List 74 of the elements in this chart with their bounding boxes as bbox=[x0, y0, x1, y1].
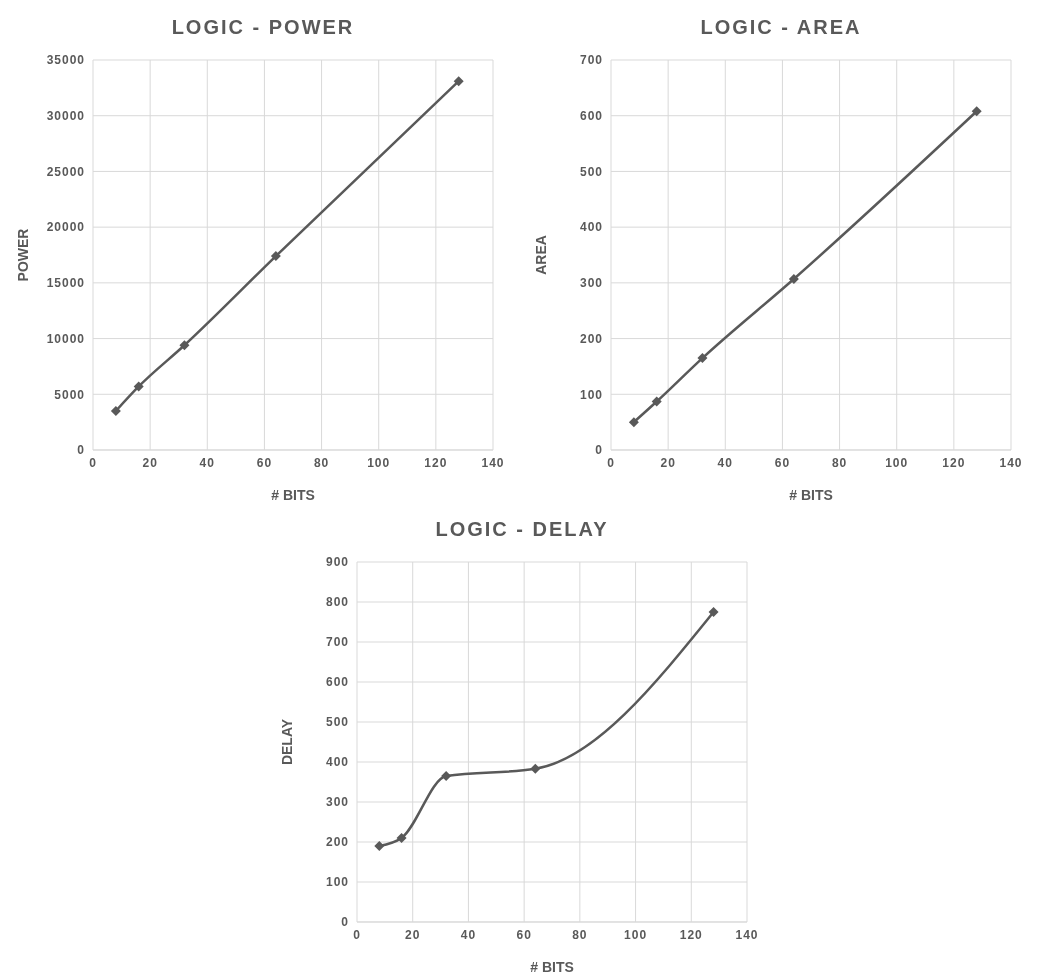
point bbox=[374, 841, 385, 851]
point bbox=[971, 106, 982, 117]
y-tick-label: 600 bbox=[579, 108, 603, 123]
y-tick-label: 35000 bbox=[46, 53, 85, 68]
x-tick-label: 60 bbox=[516, 927, 532, 942]
y-tick-label: 800 bbox=[325, 595, 349, 610]
x-axis-title: # BITS bbox=[271, 487, 315, 503]
point bbox=[179, 340, 190, 351]
x-tick-label: 40 bbox=[199, 455, 215, 470]
y-tick-label: 0 bbox=[595, 443, 603, 458]
point bbox=[110, 406, 121, 416]
y-tick-label: 0 bbox=[77, 443, 85, 458]
x-tick-label: 0 bbox=[353, 927, 361, 942]
point bbox=[788, 273, 799, 284]
x-tick-label: 120 bbox=[942, 455, 966, 470]
point bbox=[530, 763, 541, 774]
y-axis-title: POWER bbox=[14, 228, 31, 282]
y-axis-title: DELAY bbox=[278, 718, 295, 766]
point bbox=[697, 353, 708, 364]
x-tick-label: 80 bbox=[313, 455, 330, 470]
y-tick-label: 400 bbox=[325, 755, 349, 770]
y-tick-label: 15000 bbox=[46, 276, 85, 291]
x-tick-label: 20 bbox=[660, 455, 676, 470]
y-tick-label: 300 bbox=[325, 795, 349, 810]
y-tick-label: 200 bbox=[579, 331, 603, 346]
y-tick-label: 300 bbox=[579, 276, 603, 291]
y-tick-label: 700 bbox=[579, 53, 603, 68]
x-tick-label: 80 bbox=[831, 455, 848, 470]
y-tick-label: 0 bbox=[341, 915, 349, 930]
x-tick-label: 60 bbox=[774, 455, 791, 470]
x-tick-label: 0 bbox=[89, 455, 97, 470]
y-tick-label: 25000 bbox=[46, 164, 85, 179]
point bbox=[441, 771, 452, 781]
x-tick-label: 80 bbox=[572, 927, 588, 942]
y-tick-label: 600 bbox=[325, 675, 349, 690]
point bbox=[453, 76, 464, 87]
y-axis-title: AREA bbox=[532, 235, 549, 275]
point bbox=[651, 396, 662, 407]
point bbox=[396, 833, 407, 843]
y-tick-label: 400 bbox=[579, 220, 603, 235]
y-tick-label: 700 bbox=[325, 635, 349, 650]
point bbox=[133, 381, 144, 392]
x-tick-label: 40 bbox=[460, 927, 477, 942]
y-tick-label: 500 bbox=[325, 715, 349, 730]
x-tick-label: 140 bbox=[481, 455, 505, 470]
y-tick-label: 900 bbox=[325, 555, 349, 570]
x-tick-label: 100 bbox=[367, 455, 391, 470]
x-tick-label: 60 bbox=[256, 455, 273, 470]
x-tick-label: 100 bbox=[885, 455, 909, 470]
y-tick-label: 200 bbox=[325, 835, 349, 850]
chart-title: LOGIC - POWER bbox=[170, 15, 356, 40]
x-tick-label: 140 bbox=[735, 927, 759, 942]
y-tick-label: 30000 bbox=[46, 108, 85, 123]
x-tick-label: 140 bbox=[999, 455, 1023, 470]
y-tick-label: 10000 bbox=[46, 331, 85, 346]
x-tick-label: 0 bbox=[607, 455, 615, 470]
x-tick-label: 120 bbox=[679, 927, 703, 942]
y-tick-label: 20000 bbox=[46, 220, 85, 235]
x-axis-title: # BITS bbox=[789, 487, 833, 503]
point bbox=[628, 417, 639, 428]
y-tick-label: 100 bbox=[325, 875, 349, 890]
chart-title: LOGIC - DELAY bbox=[434, 517, 610, 542]
point bbox=[708, 607, 719, 617]
y-tick-label: 5000 bbox=[54, 387, 85, 402]
x-tick-label: 20 bbox=[405, 927, 421, 942]
y-tick-label: 500 bbox=[579, 164, 603, 179]
chart-title: LOGIC - AREA bbox=[699, 15, 863, 40]
point bbox=[270, 251, 281, 262]
x-axis-title: # BITS bbox=[530, 959, 574, 975]
x-tick-label: 20 bbox=[142, 455, 158, 470]
x-tick-label: 40 bbox=[717, 455, 733, 470]
x-tick-label: 120 bbox=[424, 455, 448, 470]
x-tick-label: 100 bbox=[624, 927, 648, 942]
y-tick-label: 100 bbox=[579, 387, 603, 402]
